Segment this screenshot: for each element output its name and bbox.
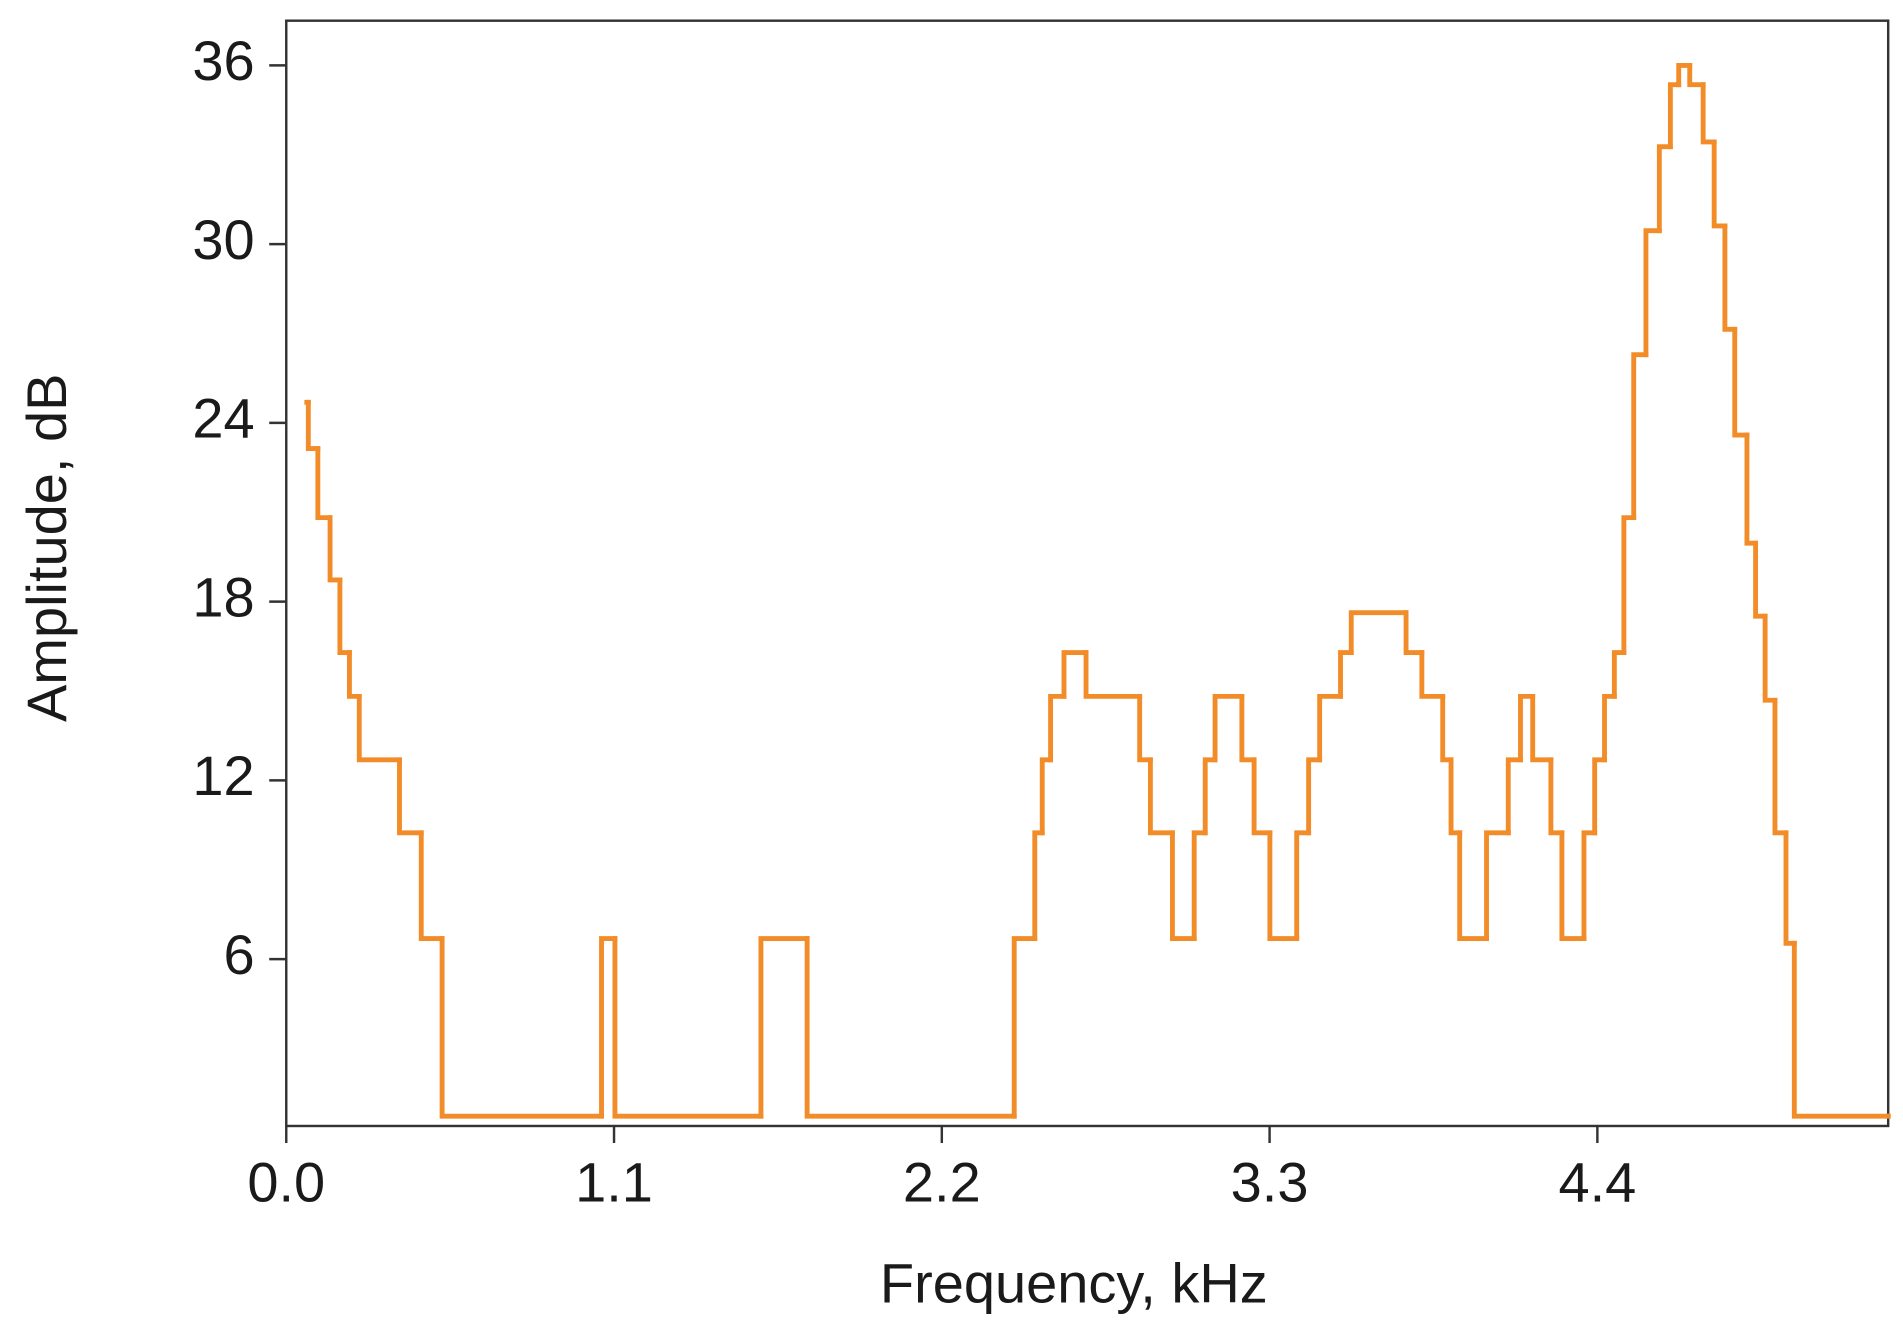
line-step — [1191, 830, 1208, 942]
line-step — [1732, 326, 1750, 438]
line-step — [1212, 693, 1245, 763]
line-step — [1147, 757, 1175, 836]
line-step — [1440, 693, 1454, 763]
x-tick-label: 3.3 — [1231, 1151, 1309, 1214]
line-step — [1484, 830, 1511, 942]
line-step — [1762, 613, 1778, 703]
x-axis-label: Frequency, kHz — [880, 1252, 1268, 1315]
line-step — [1403, 610, 1425, 656]
x-tick-label: 0.0 — [247, 1151, 325, 1214]
line-step — [1711, 139, 1728, 229]
line-step — [1048, 693, 1067, 763]
y-tick-label: 24 — [192, 387, 254, 450]
line-step — [1621, 515, 1637, 656]
x-tick-label: 2.2 — [903, 1151, 981, 1214]
line-step — [1457, 830, 1489, 942]
line-step — [1338, 650, 1354, 699]
y-tick-label: 18 — [192, 565, 254, 628]
line-step — [1676, 62, 1693, 88]
line-step — [1306, 757, 1323, 836]
line-step — [1791, 940, 1891, 1119]
line-step — [327, 515, 343, 583]
x-tick-label: 1.1 — [575, 1151, 653, 1214]
line-step — [439, 936, 604, 1119]
line-step — [1581, 830, 1598, 942]
line-step — [1592, 757, 1607, 836]
line-step — [1039, 757, 1054, 836]
line-step — [337, 577, 352, 656]
line-step — [1137, 693, 1153, 763]
line-step — [758, 936, 810, 1119]
line-step — [397, 757, 424, 836]
line-step — [1783, 830, 1797, 946]
line-step — [1700, 82, 1717, 145]
line-step — [1251, 757, 1273, 836]
line-step — [305, 399, 321, 451]
line-step — [1518, 693, 1536, 763]
y-tick-label: 36 — [192, 29, 254, 92]
line-step — [1202, 757, 1218, 836]
line-step — [612, 936, 764, 1119]
line-step — [1294, 830, 1312, 942]
y-tick-label: 6 — [223, 923, 254, 986]
x-tick-label: 4.4 — [1558, 1151, 1636, 1214]
line-step — [1744, 432, 1759, 546]
line-step — [1753, 540, 1768, 619]
y-tick-label: 12 — [192, 744, 254, 807]
plot-frame — [285, 19, 1890, 1128]
line-step — [1643, 228, 1662, 358]
y-axis-label: Amplitude, dB — [15, 373, 78, 722]
line-step — [1448, 757, 1463, 836]
line-step — [1631, 352, 1649, 521]
line-step — [346, 650, 362, 699]
line-step — [1722, 223, 1738, 332]
line-step — [1559, 830, 1587, 942]
line-step — [1548, 757, 1565, 836]
line-step — [1348, 610, 1409, 656]
line-step — [1170, 830, 1197, 942]
line-step — [1505, 757, 1523, 836]
line-step — [1687, 62, 1706, 88]
line-step — [1317, 693, 1343, 763]
line-step — [1011, 936, 1038, 1119]
line-step — [315, 446, 333, 521]
line-step — [1656, 144, 1673, 234]
line-step — [1530, 693, 1554, 763]
y-tick-label: 30 — [192, 208, 254, 271]
line-step — [804, 936, 1017, 1119]
line-step — [599, 936, 618, 1119]
line-step — [1239, 693, 1257, 763]
line-step — [1611, 650, 1627, 699]
line-step — [1032, 830, 1045, 942]
line-step — [356, 693, 402, 763]
line-step — [1267, 830, 1300, 942]
line-step — [1061, 650, 1089, 699]
line-step — [1602, 693, 1617, 763]
line-step — [418, 830, 445, 942]
line-step — [1667, 82, 1682, 150]
line-step — [1083, 650, 1143, 699]
line-step — [1419, 650, 1446, 699]
line-step — [1772, 697, 1789, 836]
